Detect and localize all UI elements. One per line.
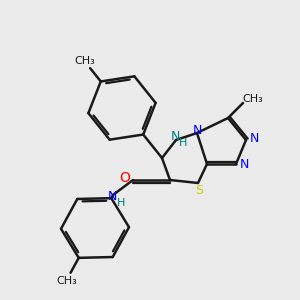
Text: H: H [179,138,187,148]
Text: H: H [117,198,125,208]
Text: S: S [195,184,203,196]
Text: O: O [120,171,130,185]
Text: CH₃: CH₃ [74,56,95,66]
Text: CH₃: CH₃ [243,94,263,104]
Text: N: N [249,133,259,146]
Text: N: N [239,158,249,172]
Text: N: N [170,130,180,142]
Text: CH₃: CH₃ [56,276,76,286]
Text: N: N [192,124,202,137]
Text: N: N [107,190,117,202]
